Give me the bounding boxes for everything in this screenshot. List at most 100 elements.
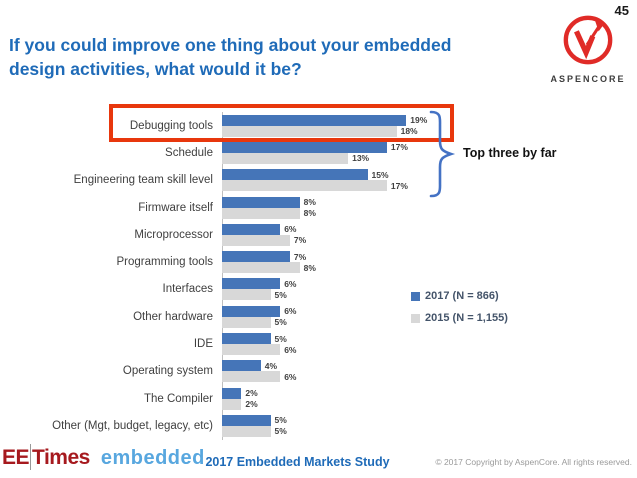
bar-row: Firmware itself 8% 8% (0, 194, 470, 221)
bar-2017 (222, 387, 242, 399)
bar-value-label: 5% (274, 317, 287, 328)
bar-value-label: 7% (293, 235, 307, 246)
page-number: 45 (614, 3, 629, 18)
eetimes-logo-divider (30, 444, 32, 470)
bar-2015 (222, 425, 271, 437)
bar-value-label: 6% (284, 344, 297, 355)
bar-2017 (222, 141, 387, 153)
bar-2017 (222, 223, 281, 235)
bar-2015 (222, 289, 271, 301)
category-label: IDE (193, 338, 213, 351)
category-label: Operating system (122, 365, 213, 378)
category-label: Schedule (165, 146, 213, 159)
bar-2015 (222, 262, 300, 274)
bar-2017 (222, 278, 281, 290)
bar-2015 (222, 207, 300, 219)
bar-2015 (222, 371, 281, 383)
bar-value-label: 6% (284, 224, 297, 235)
bar-2015 (222, 234, 290, 246)
bar-value-label: 8% (303, 262, 316, 273)
category-label: Engineering team skill level (73, 174, 213, 187)
bar-2015 (222, 152, 349, 164)
legend-swatch-2017-icon (411, 291, 420, 301)
aspencore-logo-icon (563, 15, 613, 65)
bar-row: Programming tools 7% 8% (0, 248, 470, 275)
bar-value-label: 19% (410, 115, 428, 126)
bar-2017 (222, 360, 261, 372)
bar-2017 (222, 251, 290, 263)
legend-item-2015: 2015 (N = 1,155) (411, 312, 508, 324)
bar-row: Other (Mgt, budget, legacy, etc) 5% 5% (0, 412, 470, 439)
bar-value-label: 6% (284, 278, 297, 289)
category-label: Microprocessor (134, 228, 213, 241)
eetimes-logo: EE Times (2, 444, 90, 472)
eetimes-logo-ee: EE (2, 446, 30, 469)
bar-group: 19% 18% (222, 114, 470, 137)
bar-row: Debugging tools 19% 18% (0, 112, 470, 139)
aspencore-logo: ASPENCORE (546, 13, 630, 84)
category-label: Other (Mgt, budget, legacy, etc) (52, 419, 213, 432)
bar-value-label: 17% (390, 142, 408, 153)
bar-group: 5% 6% (222, 333, 470, 356)
bar-chart: Debugging tools 19% 18% Schedule 17% 13% Engin… (0, 112, 470, 440)
bar-value-label: 15% (371, 169, 389, 180)
bar-value-label: 8% (303, 208, 316, 219)
slide-title: If you could improve one thing about you… (9, 35, 452, 80)
bar-2015 (222, 316, 271, 328)
bar-row: Schedule 17% 13% (0, 139, 470, 166)
chart-axis-line (222, 112, 223, 440)
bar-row: Engineering team skill level 15% 17% (0, 167, 470, 194)
bar-2017 (222, 196, 300, 208)
bar-value-label: 8% (303, 197, 316, 208)
bar-group: 7% 8% (222, 251, 470, 274)
copyright-notice: © 2017 Copyright by AspenCore. All right… (435, 457, 632, 467)
bar-value-label: 2% (245, 388, 258, 399)
bar-2017 (222, 305, 281, 317)
annotation-top-three: Top three by far (463, 146, 557, 160)
bar-group: 6% 5% (222, 305, 470, 328)
category-label: Interfaces (162, 283, 214, 296)
legend-swatch-2015-icon (411, 313, 420, 323)
bar-group: 6% 7% (222, 223, 470, 246)
legend-label-2017: 2017 (N = 866) (425, 290, 499, 302)
category-label: Programming tools (116, 256, 213, 269)
legend-item-2017: 2017 (N = 866) (411, 290, 508, 302)
bar-value-label: 6% (284, 371, 297, 382)
bar-group: 6% 5% (222, 278, 470, 301)
study-title: 2017 Embedded Markets Study (205, 455, 390, 469)
bar-group: 5% 5% (222, 414, 470, 437)
legend-label-2015: 2015 (N = 1,155) (425, 312, 508, 324)
bar-2015 (222, 344, 281, 356)
bar-value-label: 6% (284, 306, 297, 317)
bar-row: Other hardware 6% 5% (0, 303, 470, 330)
category-label: The Compiler (143, 392, 213, 405)
bar-2017 (222, 169, 368, 181)
bar-2017 (222, 414, 271, 426)
bar-value-label: 17% (390, 180, 408, 191)
embedded-logo: embedded (100, 446, 205, 469)
bar-row: Interfaces 6% 5% (0, 276, 470, 303)
bar-value-label: 18% (400, 126, 418, 137)
bar-value-label: 2% (245, 399, 258, 410)
bar-value-label: 7% (293, 251, 307, 262)
eetimes-embedded-logo: EE Times embedded (2, 444, 205, 472)
bar-value-label: 4% (264, 360, 278, 371)
bar-row: Operating system 4% 6% (0, 358, 470, 385)
bar-row: The Compiler 2% 2% (0, 385, 470, 412)
category-label: Firmware itself (138, 201, 213, 214)
bar-value-label: 5% (274, 415, 287, 426)
bar-group: 2% 2% (222, 387, 470, 410)
bar-2015 (222, 180, 387, 192)
aspencore-logo-text: ASPENCORE (550, 74, 626, 84)
bar-group: 4% 6% (222, 360, 470, 383)
chart-legend: 2017 (N = 866) 2015 (N = 1,155) (411, 290, 508, 324)
bar-value-label: 13% (352, 153, 370, 164)
bar-2015 (222, 125, 397, 137)
bar-group: 15% 17% (222, 169, 470, 192)
category-label: Debugging tools (129, 119, 213, 132)
bar-row: IDE 5% 6% (0, 330, 470, 357)
bar-group: 17% 13% (222, 141, 470, 164)
bar-value-label: 5% (274, 289, 287, 300)
eetimes-logo-times: Times (32, 446, 90, 469)
bar-row: Microprocessor 6% 7% (0, 221, 470, 248)
